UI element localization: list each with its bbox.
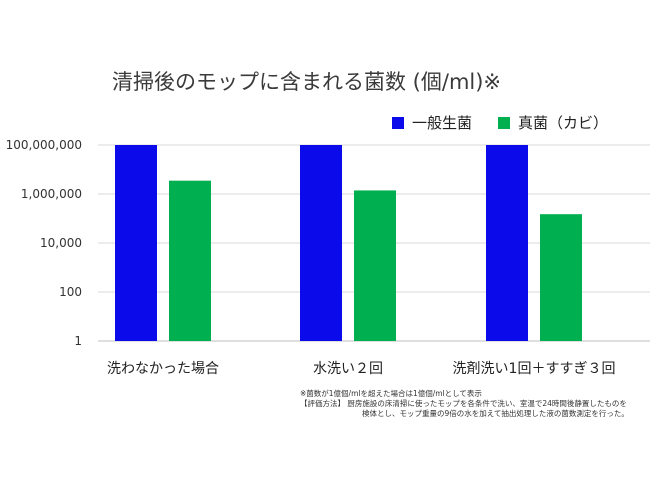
footnote-3: 検体とし、モップ重量の9倍の水を加えて抽出処理した液の菌数測定を行った。 xyxy=(362,409,629,418)
legend-label-general-bacteria: 一般生菌 xyxy=(412,114,473,132)
chart-title: 清掃後のモップに含まれる菌数 (個/ml)※ xyxy=(112,70,502,94)
y-tick-label: 1 xyxy=(74,334,82,348)
bar-fungi xyxy=(540,214,582,341)
legend-item-fungi: 真菌（カビ） xyxy=(498,112,608,133)
footnotes: ※菌数が1億個/mlを超えた場合は1億個/mlとして表示 【評価方法】 厨房施設… xyxy=(300,389,660,419)
legend-swatch-general-bacteria xyxy=(392,116,404,129)
y-tick-label: 100,000,000 xyxy=(6,138,82,152)
bar-fungi xyxy=(169,180,211,341)
bar-general-bacteria xyxy=(115,145,157,341)
bar-general-bacteria xyxy=(300,145,342,341)
x-tick-label: 水洗い２回 xyxy=(313,361,383,377)
y-tick-label: 1,000,000 xyxy=(21,187,82,201)
bar-fungi xyxy=(354,190,396,341)
x-tick-label: 洗わなかった場合 xyxy=(107,361,219,377)
y-tick-label: 100 xyxy=(59,285,82,299)
footnote-2: 【評価方法】 厨房施設の床清掃に使ったモップを各条件で洗い、室温で24時間後静置… xyxy=(300,399,627,408)
legend-item-general-bacteria: 一般生菌 xyxy=(392,112,472,133)
legend-label-fungi: 真菌（カビ） xyxy=(518,114,609,132)
bar-general-bacteria xyxy=(486,145,528,341)
footnote-1: ※菌数が1億個/mlを超えた場合は1億個/mlとして表示 xyxy=(300,389,482,398)
legend: 一般生菌 真菌（カビ） xyxy=(392,112,634,133)
x-tick-label: 洗剤洗い1回＋すすぎ３回 xyxy=(453,361,616,377)
legend-swatch-fungi xyxy=(498,116,511,129)
y-tick-label: 10,000 xyxy=(40,236,82,250)
